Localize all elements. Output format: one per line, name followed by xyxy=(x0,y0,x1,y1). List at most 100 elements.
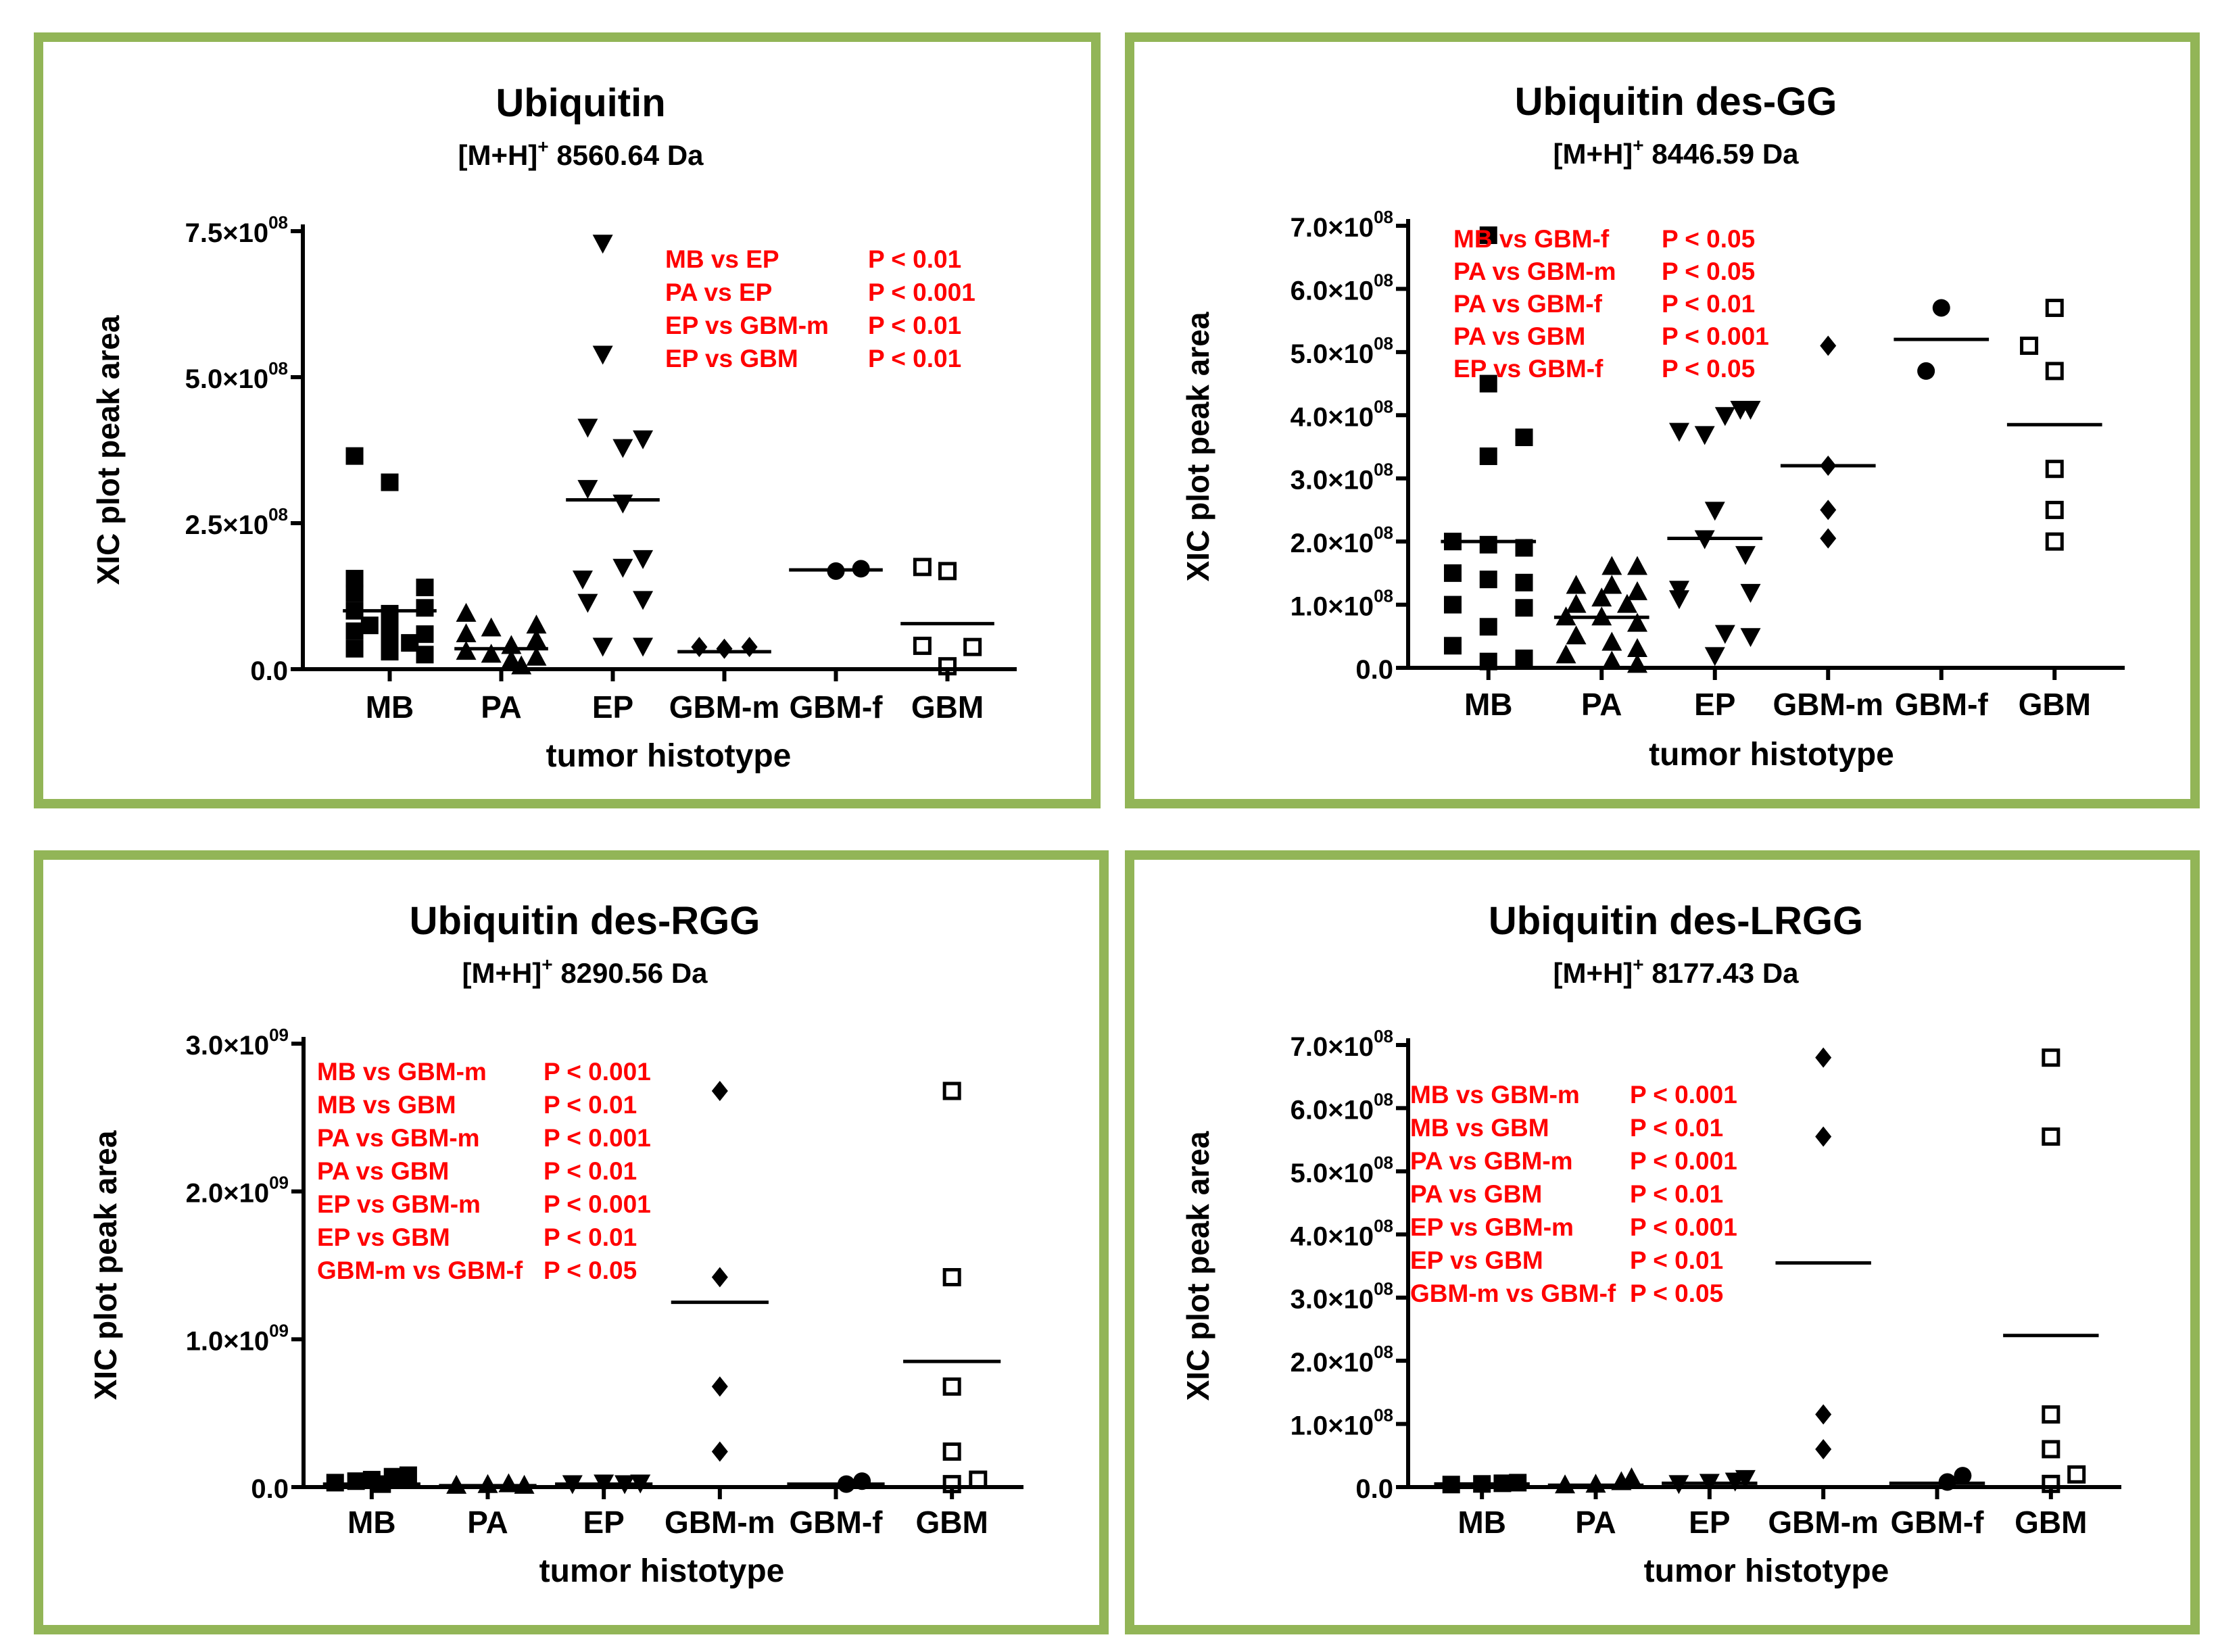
data-point xyxy=(942,1267,961,1286)
data-point xyxy=(592,345,613,365)
stat-comparison: PA vs GBM-m xyxy=(317,1124,480,1152)
data-point xyxy=(401,634,419,652)
data-point xyxy=(2042,1405,2060,1424)
data-point xyxy=(1479,652,1497,671)
y-tick-label: 4.0×1008 xyxy=(1291,396,1393,432)
data-point xyxy=(1668,581,1689,600)
stat-pvalue: P < 0.001 xyxy=(1662,322,1769,350)
data-point xyxy=(913,636,932,655)
data-point xyxy=(1627,612,1648,632)
data-point xyxy=(1479,535,1497,554)
data-point xyxy=(2045,500,2064,519)
stat-comparison: PA vs GBM xyxy=(1453,322,1585,350)
stat-pvalue: P < 0.001 xyxy=(1630,1213,1737,1241)
data-point xyxy=(633,591,654,610)
y-tick-label: 2.0×1008 xyxy=(1291,523,1393,558)
data-point xyxy=(1730,400,1751,420)
data-point xyxy=(1601,556,1622,575)
stat-pvalue: P < 0.001 xyxy=(1630,1081,1737,1109)
data-point xyxy=(1735,1469,1756,1489)
x-tick-label-pa: PA xyxy=(481,689,522,725)
y-tick-label: 4.0×1008 xyxy=(1291,1215,1393,1251)
data-point xyxy=(1714,407,1735,427)
data-point xyxy=(938,657,957,676)
data-point xyxy=(1694,426,1715,445)
stat-pvalue: P < 0.05 xyxy=(1662,355,1755,383)
stat-comparison: PA vs GBM xyxy=(1410,1180,1542,1208)
data-point xyxy=(1820,335,1837,356)
data-point xyxy=(1585,1474,1606,1493)
stat-comparison: MB vs GBM-m xyxy=(317,1058,487,1086)
data-point xyxy=(1479,374,1497,393)
stat-comparison: MB vs EP xyxy=(665,245,779,273)
y-tick-label: 1.0×1009 xyxy=(186,1320,289,1356)
stat-pvalue: P < 0.05 xyxy=(544,1257,637,1284)
data-point xyxy=(481,617,502,637)
stat-pvalue: P < 0.01 xyxy=(1662,290,1755,318)
x-axis-label: tumor histotype xyxy=(539,1553,785,1589)
data-point xyxy=(969,1470,988,1489)
panel-ubiquitin-des-rgg: Ubiquitin des-RGG [M+H]+ 8290.56 Da 0.0 1.0… xyxy=(34,850,1109,1634)
data-point xyxy=(1954,1467,1972,1485)
data-point xyxy=(347,1472,365,1490)
data-point xyxy=(1566,593,1587,613)
stat-pvalue: P < 0.01 xyxy=(544,1091,637,1119)
y-tick-label: 0.0 xyxy=(1355,655,1393,685)
data-point xyxy=(1820,500,1837,520)
data-point xyxy=(1479,570,1497,589)
x-tick-label-mb: MB xyxy=(1464,687,1513,722)
y-axis-label: XIC plot peak area xyxy=(91,315,126,585)
data-point xyxy=(1815,1047,1832,1068)
data-point xyxy=(711,1080,728,1101)
stat-comparison: GBM-m vs GBM-f xyxy=(1410,1280,1616,1307)
x-tick-label-gbm-m: GBM-m xyxy=(1773,687,1883,722)
x-tick-label-ep: EP xyxy=(583,1505,624,1540)
data-point xyxy=(1735,545,1756,565)
data-point xyxy=(592,235,613,254)
data-point xyxy=(942,1082,961,1100)
x-tick-label-ep: EP xyxy=(1694,687,1735,722)
stat-pvalue: P < 0.01 xyxy=(1630,1180,1723,1208)
data-point xyxy=(481,643,502,663)
x-tick-label-gbm-m: GBM-m xyxy=(665,1505,775,1540)
stat-comparison: PA vs GBM-f xyxy=(1453,290,1603,318)
data-point xyxy=(853,1472,871,1490)
data-point xyxy=(1815,1438,1832,1459)
stat-pvalue: P < 0.01 xyxy=(1630,1246,1723,1274)
x-tick-label-gbm: GBM xyxy=(2015,1505,2087,1540)
data-point xyxy=(1917,362,1935,380)
y-tick-label: 6.0×1008 xyxy=(1291,270,1393,306)
data-point xyxy=(381,473,399,491)
stat-comparison: EP vs GBM-f xyxy=(1453,355,1604,383)
chart-subtitle: [M+H]+ 8177.43 Da xyxy=(1553,954,1799,989)
data-point xyxy=(2045,460,2064,479)
data-point xyxy=(1566,575,1587,594)
data-point xyxy=(741,637,758,658)
data-point xyxy=(1443,564,1462,582)
y-tick-label: 2.0×1008 xyxy=(1291,1342,1393,1378)
x-axis-label: tumor histotype xyxy=(1649,737,1894,773)
y-tick-label: 5.0×1008 xyxy=(185,358,288,394)
data-point xyxy=(633,637,654,657)
x-tick-label-gbm-m: GBM-m xyxy=(1768,1505,1879,1540)
data-point xyxy=(577,593,598,613)
data-point xyxy=(416,579,434,597)
data-point xyxy=(2045,532,2064,551)
chart-title: Ubiquitin des-RGG xyxy=(410,899,761,943)
data-point xyxy=(612,439,633,458)
chart-ubiquitin-des-lrgg: Ubiquitin des-LRGG [M+H]+ 8177.43 Da 0.0 1.… xyxy=(1180,899,2121,1589)
x-tick-label-mb: MB xyxy=(1457,1505,1506,1540)
data-point xyxy=(1627,581,1648,600)
stat-comparison: EP vs GBM xyxy=(665,345,798,372)
x-axis-label: tumor histotype xyxy=(1644,1553,1889,1589)
chart-title: Ubiquitin des-LRGG xyxy=(1489,899,1863,943)
data-point xyxy=(2042,1048,2060,1067)
data-point xyxy=(633,430,654,450)
data-point xyxy=(1556,644,1576,664)
data-point xyxy=(1627,637,1648,657)
y-tick-label: 6.0×1008 xyxy=(1291,1089,1393,1125)
y-axis-label: XIC plot peak area xyxy=(1180,1131,1215,1401)
data-point xyxy=(942,1475,961,1494)
stat-pvalue: P < 0.05 xyxy=(1662,258,1755,285)
x-axis-label: tumor histotype xyxy=(546,738,792,774)
